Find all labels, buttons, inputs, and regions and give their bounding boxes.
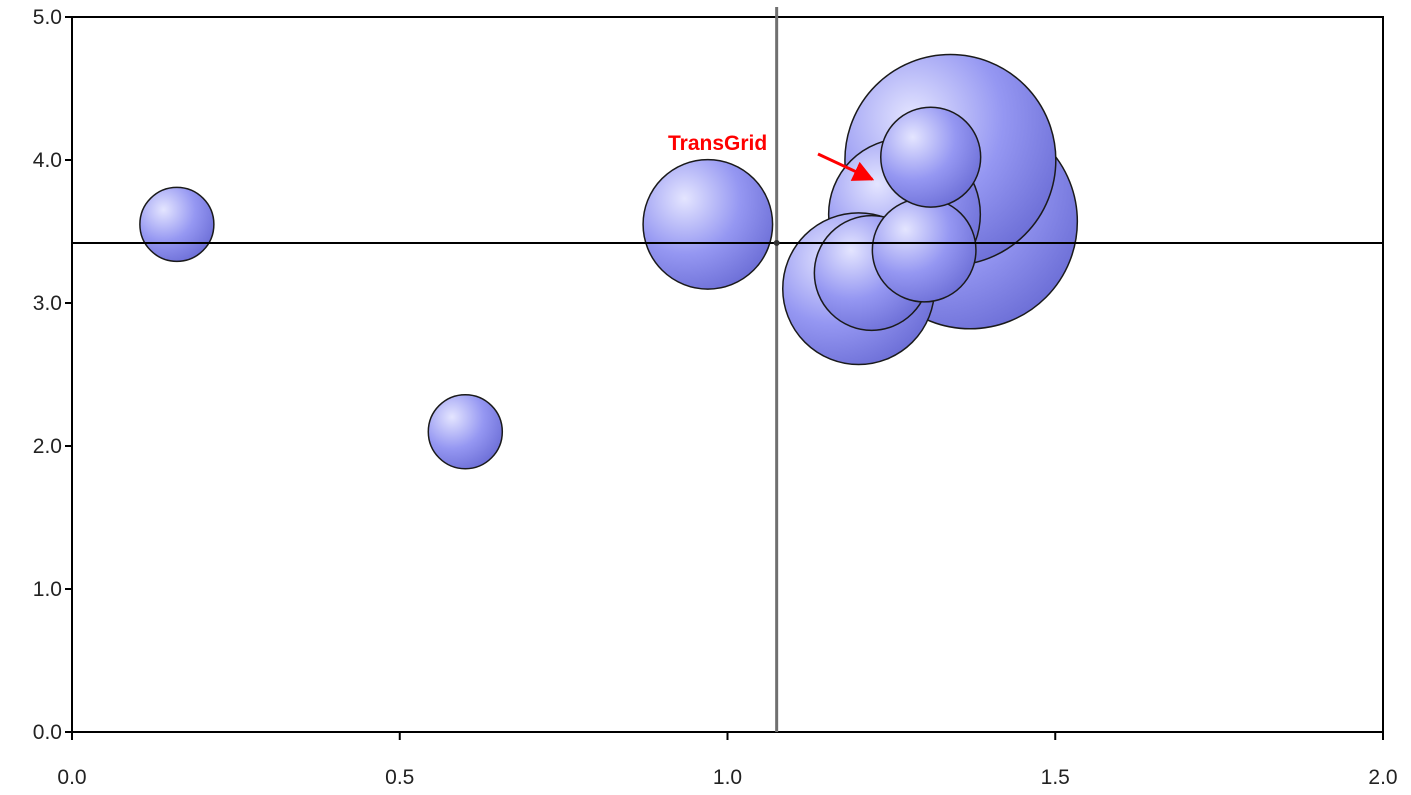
plot-border (71, 16, 1384, 733)
bubble-point-9 (871, 197, 977, 303)
bubble-series (139, 53, 1079, 470)
y-tick-label: 5.0 (33, 6, 62, 29)
x-tick-label: 0.0 (57, 766, 86, 789)
x-tick-label: 2.0 (1368, 766, 1397, 789)
bubble-point-1 (139, 186, 215, 263)
x-tick-label: 0.5 (385, 766, 414, 789)
bubble-point-10 (880, 106, 982, 208)
axes: 0.0 0.5 1.0 1.5 2.0 0.0 1.0 2.0 3.0 4.0 5.0 (33, 6, 1398, 789)
reference-lines (72, 7, 1383, 732)
reference-intersection (773, 239, 780, 246)
bubble-point-3 (642, 158, 774, 290)
annotation-arrow (817, 152, 875, 181)
y-tick-label: 2.0 (33, 435, 62, 458)
y-tick-label: 1.0 (33, 578, 62, 601)
bubble-point-2 (427, 393, 504, 470)
plot-area (71, 16, 1384, 733)
annotations: TransGrid (668, 132, 875, 181)
annotation-transgrid: TransGrid (668, 132, 767, 155)
y-tick-label: 3.0 (33, 292, 62, 315)
y-tick-label: 0.0 (33, 721, 62, 744)
y-tick-label: 4.0 (33, 149, 62, 172)
x-tick-label: 1.5 (1041, 766, 1070, 789)
x-tick-label: 1.0 (713, 766, 742, 789)
